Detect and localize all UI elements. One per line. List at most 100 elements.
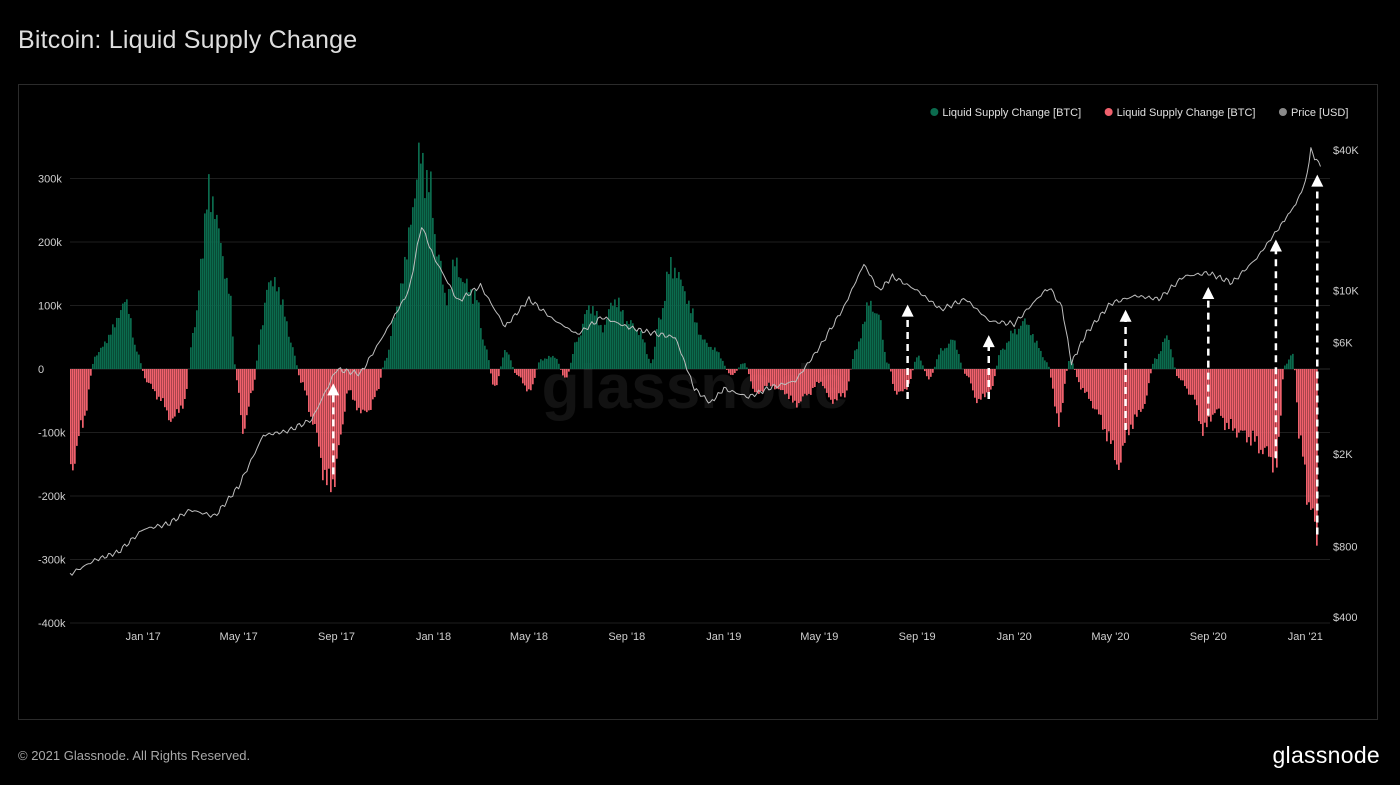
bar-negative — [1102, 369, 1104, 430]
bar-positive — [106, 343, 108, 369]
bar-negative — [148, 369, 150, 383]
bar-negative — [764, 369, 766, 386]
bar-positive — [724, 365, 726, 369]
bar-negative — [752, 369, 754, 389]
bar-positive — [1028, 324, 1030, 369]
bar-positive — [120, 310, 122, 369]
bar-positive — [916, 357, 918, 369]
bar-positive — [134, 344, 136, 369]
bar-negative — [300, 369, 302, 383]
bar-negative — [734, 369, 736, 374]
bar-negative — [1178, 369, 1180, 379]
bar-negative — [822, 369, 824, 386]
bar-negative — [890, 369, 892, 372]
bar-positive — [956, 349, 958, 369]
bar-negative — [762, 369, 764, 392]
bar-positive — [400, 283, 402, 369]
bar-positive — [934, 366, 936, 369]
bar-negative — [1076, 369, 1078, 378]
annotation-arrow — [1311, 174, 1324, 535]
bar-positive — [716, 351, 718, 369]
bar-positive — [282, 299, 284, 369]
bar-negative — [528, 369, 530, 390]
bar-positive — [584, 314, 586, 369]
bar-negative — [156, 369, 158, 400]
bar-negative — [532, 369, 534, 385]
bar-positive — [414, 198, 416, 369]
bar-positive — [596, 311, 598, 369]
bar-positive — [424, 198, 426, 369]
bar-positive — [544, 358, 546, 369]
bar-negative — [1274, 369, 1276, 458]
bar-negative — [494, 369, 496, 386]
bar-positive — [192, 332, 194, 369]
bar-negative — [1244, 369, 1246, 431]
bar-positive — [384, 360, 386, 369]
annotation-arrow — [982, 335, 995, 399]
bar-positive — [272, 286, 274, 369]
bar-negative — [1110, 369, 1112, 444]
bar-negative — [1118, 369, 1120, 470]
bar-positive — [636, 330, 638, 369]
bar-positive — [138, 354, 140, 369]
bar-positive — [856, 349, 858, 369]
bar-negative — [1258, 369, 1260, 454]
bar-negative — [178, 369, 180, 413]
bar-negative — [70, 369, 72, 465]
bar-positive — [1290, 355, 1292, 369]
bar-positive — [258, 344, 260, 369]
bar-negative — [168, 369, 170, 421]
bar-negative — [1282, 369, 1284, 380]
bar-positive — [696, 322, 698, 369]
bar-positive — [606, 318, 608, 369]
bar-positive — [854, 350, 856, 369]
bar-negative — [534, 369, 536, 378]
bar-negative — [1146, 369, 1148, 396]
bar-negative — [768, 369, 770, 383]
bar-positive — [1036, 340, 1038, 369]
bar-positive — [1032, 334, 1034, 369]
bar-positive — [1018, 328, 1020, 369]
glassnode-logo[interactable]: glassnode — [1272, 742, 1380, 768]
bar-negative — [1250, 369, 1252, 446]
bar-negative — [1208, 369, 1210, 417]
bar-negative — [360, 369, 362, 414]
bar-negative — [1088, 369, 1090, 399]
bar-negative — [336, 369, 338, 459]
bar-positive — [222, 256, 224, 369]
bar-positive — [288, 336, 290, 369]
bar-negative — [526, 369, 528, 392]
bar-positive — [92, 363, 94, 369]
bar-positive — [940, 348, 942, 369]
bar-positive — [542, 360, 544, 369]
bar-negative — [334, 369, 336, 488]
bar-negative — [1116, 369, 1118, 465]
bar-positive — [270, 280, 272, 369]
bar-positive — [708, 346, 710, 369]
bar-positive — [538, 362, 540, 369]
bar-negative — [736, 369, 738, 371]
x-tick-label: Sep '19 — [899, 631, 936, 643]
bar-positive — [1020, 325, 1022, 369]
bar-positive — [946, 347, 948, 369]
bar-negative — [770, 369, 772, 387]
bar-positive — [600, 324, 602, 369]
bar-negative — [248, 369, 250, 407]
bar-negative — [1308, 369, 1310, 503]
bar-negative — [800, 369, 802, 402]
bar-negative — [312, 369, 314, 425]
bar-negative — [560, 369, 562, 370]
bar-negative — [254, 369, 256, 380]
bar-positive — [1006, 342, 1008, 369]
y-right-tick-label: $400 — [1333, 612, 1357, 624]
bar-negative — [728, 369, 730, 374]
y-right-tick-label: $6K — [1333, 337, 1353, 349]
bar-positive — [474, 290, 476, 369]
bar-negative — [338, 369, 340, 446]
bar-positive — [190, 347, 192, 369]
bar-positive — [448, 289, 450, 369]
bar-negative — [1298, 369, 1300, 439]
bar-positive — [746, 367, 748, 369]
bar-positive — [652, 359, 654, 369]
bar-positive — [100, 347, 102, 369]
